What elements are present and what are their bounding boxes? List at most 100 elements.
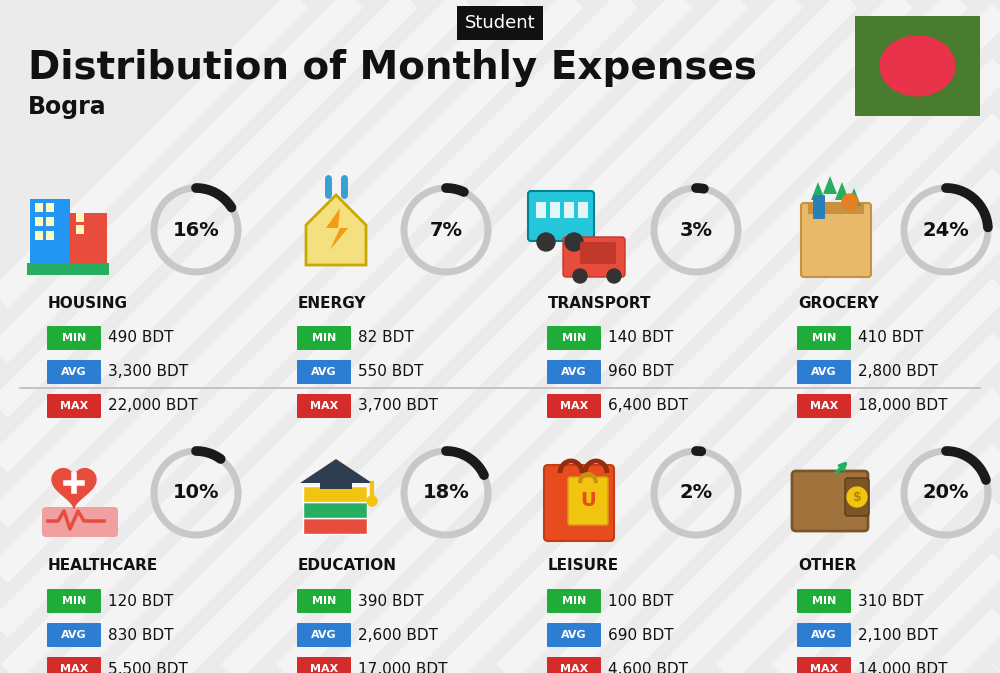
Text: 2,100 BDT: 2,100 BDT: [858, 627, 938, 643]
FancyBboxPatch shape: [46, 217, 54, 226]
FancyBboxPatch shape: [297, 657, 351, 673]
Text: 20%: 20%: [923, 483, 969, 503]
FancyBboxPatch shape: [797, 623, 851, 647]
Text: Student: Student: [465, 14, 535, 32]
Text: U: U: [580, 491, 596, 511]
Text: 2%: 2%: [679, 483, 713, 503]
Text: AVG: AVG: [811, 367, 837, 377]
FancyBboxPatch shape: [813, 195, 825, 219]
Circle shape: [537, 233, 555, 251]
Text: 5,500 BDT: 5,500 BDT: [108, 662, 188, 673]
FancyBboxPatch shape: [35, 203, 43, 212]
FancyBboxPatch shape: [563, 237, 625, 277]
Text: ENERGY: ENERGY: [298, 295, 366, 310]
Circle shape: [607, 269, 621, 283]
FancyBboxPatch shape: [801, 203, 871, 277]
Text: AVG: AVG: [61, 367, 87, 377]
Text: 550 BDT: 550 BDT: [358, 365, 423, 380]
FancyBboxPatch shape: [47, 394, 101, 418]
Text: LEISURE: LEISURE: [548, 559, 619, 573]
Circle shape: [847, 487, 867, 507]
FancyBboxPatch shape: [568, 477, 608, 525]
FancyBboxPatch shape: [303, 486, 367, 502]
FancyBboxPatch shape: [797, 589, 851, 613]
Text: EDUCATION: EDUCATION: [298, 559, 397, 573]
Text: MAX: MAX: [810, 664, 838, 673]
FancyBboxPatch shape: [544, 465, 614, 541]
Text: 18,000 BDT: 18,000 BDT: [858, 398, 948, 413]
FancyBboxPatch shape: [35, 217, 43, 226]
Polygon shape: [811, 182, 825, 200]
FancyBboxPatch shape: [564, 202, 574, 218]
Circle shape: [842, 194, 858, 210]
Text: 3,700 BDT: 3,700 BDT: [358, 398, 438, 413]
Text: 140 BDT: 140 BDT: [608, 330, 673, 345]
Polygon shape: [306, 195, 366, 265]
FancyBboxPatch shape: [580, 242, 616, 264]
Text: AVG: AVG: [311, 367, 337, 377]
FancyBboxPatch shape: [808, 204, 864, 214]
FancyBboxPatch shape: [855, 16, 980, 116]
Text: MIN: MIN: [812, 596, 836, 606]
Text: MIN: MIN: [562, 333, 586, 343]
FancyBboxPatch shape: [547, 360, 601, 384]
Text: MAX: MAX: [810, 401, 838, 411]
Text: TRANSPORT: TRANSPORT: [548, 295, 652, 310]
FancyBboxPatch shape: [76, 213, 84, 222]
FancyBboxPatch shape: [297, 623, 351, 647]
FancyBboxPatch shape: [30, 199, 70, 269]
Polygon shape: [300, 459, 372, 483]
FancyBboxPatch shape: [69, 213, 107, 269]
FancyBboxPatch shape: [547, 623, 601, 647]
FancyBboxPatch shape: [47, 360, 101, 384]
Text: 390 BDT: 390 BDT: [358, 594, 424, 608]
FancyBboxPatch shape: [528, 191, 594, 241]
Polygon shape: [835, 182, 849, 200]
Text: MAX: MAX: [560, 401, 588, 411]
FancyBboxPatch shape: [297, 394, 351, 418]
FancyBboxPatch shape: [320, 479, 352, 489]
Text: AVG: AVG: [561, 630, 587, 640]
Text: 830 BDT: 830 BDT: [108, 627, 174, 643]
Text: 490 BDT: 490 BDT: [108, 330, 174, 345]
FancyBboxPatch shape: [47, 589, 101, 613]
FancyBboxPatch shape: [297, 360, 351, 384]
FancyBboxPatch shape: [578, 202, 588, 218]
Polygon shape: [326, 208, 348, 250]
Text: GROCERY: GROCERY: [798, 295, 879, 310]
Text: HOUSING: HOUSING: [48, 295, 128, 310]
FancyBboxPatch shape: [27, 263, 109, 275]
Text: 100 BDT: 100 BDT: [608, 594, 673, 608]
Text: AVG: AVG: [61, 630, 87, 640]
Text: HEALTHCARE: HEALTHCARE: [48, 559, 158, 573]
FancyBboxPatch shape: [47, 657, 101, 673]
FancyBboxPatch shape: [797, 326, 851, 350]
Text: MIN: MIN: [62, 333, 86, 343]
FancyBboxPatch shape: [35, 231, 43, 240]
Text: 6,400 BDT: 6,400 BDT: [608, 398, 688, 413]
Text: 960 BDT: 960 BDT: [608, 365, 674, 380]
FancyBboxPatch shape: [303, 502, 367, 518]
FancyBboxPatch shape: [797, 657, 851, 673]
FancyBboxPatch shape: [797, 360, 851, 384]
Circle shape: [880, 36, 955, 96]
FancyBboxPatch shape: [297, 326, 351, 350]
Text: OTHER: OTHER: [798, 559, 856, 573]
FancyBboxPatch shape: [547, 394, 601, 418]
Polygon shape: [823, 176, 837, 194]
FancyBboxPatch shape: [845, 478, 869, 516]
Circle shape: [367, 496, 377, 506]
Text: 82 BDT: 82 BDT: [358, 330, 414, 345]
Text: MIN: MIN: [312, 333, 336, 343]
Text: 7%: 7%: [430, 221, 462, 240]
Text: 690 BDT: 690 BDT: [608, 627, 674, 643]
Text: 18%: 18%: [423, 483, 469, 503]
FancyBboxPatch shape: [47, 326, 101, 350]
Text: 410 BDT: 410 BDT: [858, 330, 923, 345]
Text: AVG: AVG: [811, 630, 837, 640]
Text: MAX: MAX: [310, 401, 338, 411]
FancyBboxPatch shape: [550, 202, 560, 218]
Text: MAX: MAX: [310, 664, 338, 673]
Text: 310 BDT: 310 BDT: [858, 594, 924, 608]
FancyBboxPatch shape: [547, 326, 601, 350]
